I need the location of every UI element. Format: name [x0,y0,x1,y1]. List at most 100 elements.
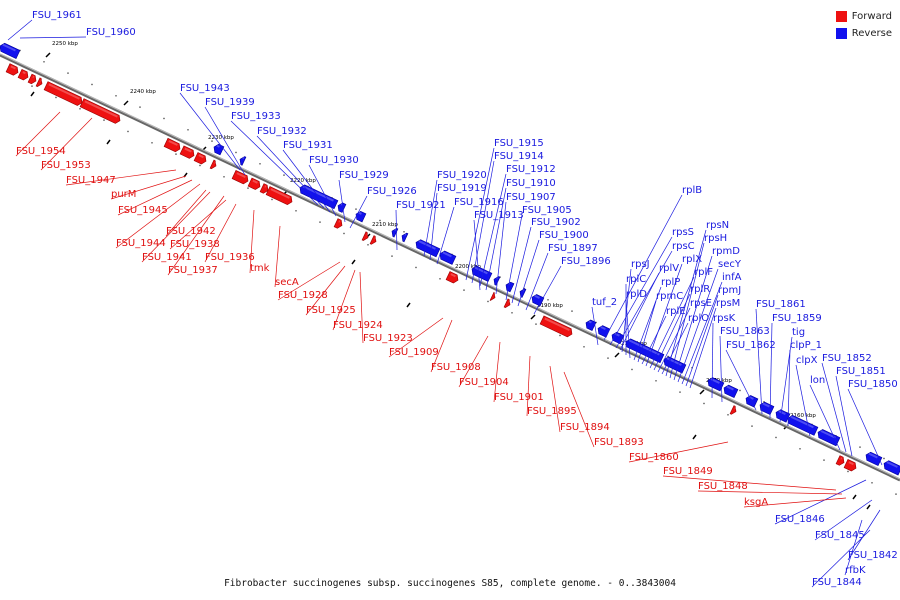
forward-gene [445,271,459,284]
forward-gene-leader [274,225,281,288]
forward-gene [729,405,737,415]
track-dot [439,277,441,280]
reverse-gene-leader [847,509,881,561]
track-dot [235,151,237,154]
forward-gene-label: FSU_1848 [698,481,748,492]
genome-axis [0,53,900,482]
forward-gene-label: FSU_1938 [170,239,220,250]
reverse-gene-leader [230,120,319,206]
track-dot [79,107,81,110]
track-dot [487,300,489,303]
reverse-gene-label: rfbK [845,565,866,576]
reverse-gene-leader [349,195,368,229]
forward-gene-label: FSU_1954 [16,146,66,157]
tick-label: 2190 kbp [537,303,563,309]
forward-gene [369,235,377,245]
reverse-gene-leader [795,364,811,437]
reverse-gene [213,143,225,156]
reverse-gene-label: clpX [796,355,818,366]
reverse-gene-leader [769,322,773,419]
track-dot [187,128,189,131]
reverse-gene-leader [609,236,673,346]
forward-gene [835,455,845,466]
track-dot [175,153,177,155]
reverse-gene-leader [308,164,337,217]
reverse-gene-label: FSU_1912 [506,164,556,175]
track-dot [655,379,657,382]
legend-reverse: Reverse [835,25,892,42]
reverse-gene-leader [495,201,507,295]
reverse-gene-leader [429,192,438,261]
forward-gene [265,186,293,206]
forward-gene-label: FSU_1923 [363,333,413,344]
track-dot [895,493,897,495]
reverse-gene-leader [465,147,495,281]
track-dot [211,140,213,142]
forward-gene [843,459,857,472]
tick-label: 2220 kbp [290,178,316,184]
track-dot [415,266,417,269]
reverse-gene-label: infA [722,272,742,283]
reverse-gene [817,429,841,447]
legend-forward-label: Forward [851,11,892,22]
reverse-gene-leader [673,255,713,381]
track-dot [511,311,513,314]
reverse-gene [597,325,611,338]
forward-gene-label: FSU_1894 [560,422,610,433]
track-dot [775,436,777,439]
reverse-gene-leader [653,293,691,371]
reverse-gene [775,409,791,423]
reverse-gene-leader [473,219,481,291]
tick-label: 2240 kbp [130,89,156,95]
track-dot [367,243,369,246]
reverse-gene-leader [615,250,673,349]
gene-labels: FSU_1961 FSU_1960 FSU_1943 FSU_1939 FSU_1933… [16,10,898,588]
reverse-gene-label: FSU_1842 [848,550,898,561]
reverse-gene-leader [395,209,398,251]
forward-gene-label: FSU_1945 [118,205,168,216]
reverse-gene-leader [471,160,495,284]
feature-marker [852,494,857,500]
reverse-gene [625,338,665,364]
track-dot [163,117,165,120]
forward-gene [539,315,573,338]
forward-gene-leader [458,335,489,388]
reverse-gene-leader [637,300,657,363]
forward-gene-label: FSU_1908 [431,362,481,373]
forward-gene [489,291,497,301]
reverse-gene-label: FSU_1852 [822,353,872,364]
reverse-gene-label: FSU_1900 [539,230,589,241]
forward-gene-leader [359,271,364,344]
forward-gene [35,77,43,87]
reverse-gene-leader [661,322,689,375]
tick-mark [530,314,536,320]
track-dot [739,389,741,392]
forward-gene-leader [430,319,453,373]
reverse-gene-label: tig [792,327,805,338]
forward-gene-label: FSU_1904 [459,377,509,388]
forward-gene-leader [110,175,187,200]
reverse-gene-leader [685,294,719,387]
reverse-gene-label: FSU_1939 [205,97,255,108]
track-dot [535,323,537,325]
reverse-gene [415,239,441,258]
forward-gene [79,98,121,124]
reverse-gene [0,42,21,59]
reverse-gene-leader [689,307,717,389]
feature-marker [866,504,871,510]
reverse-gene-label: FSU_1926 [367,186,417,197]
track-dot [127,130,129,133]
reverse-gene-leader [669,242,705,379]
reverse-gene-label: FSU_1943 [180,83,230,94]
forward-gene-leader [332,269,356,331]
reverse-gene-label: FSU_1905 [522,205,572,216]
reverse-gene-label: FSU_1960 [86,27,136,38]
track-dot [571,310,573,312]
tick-mark [123,100,129,106]
legend-forward: Forward [835,8,892,25]
track-dot [871,481,873,484]
track-dot [247,187,249,189]
reverse-gene-leader [338,179,346,223]
reverse-gene-label: FSU_1845 [815,530,865,541]
track-dot [343,232,345,235]
